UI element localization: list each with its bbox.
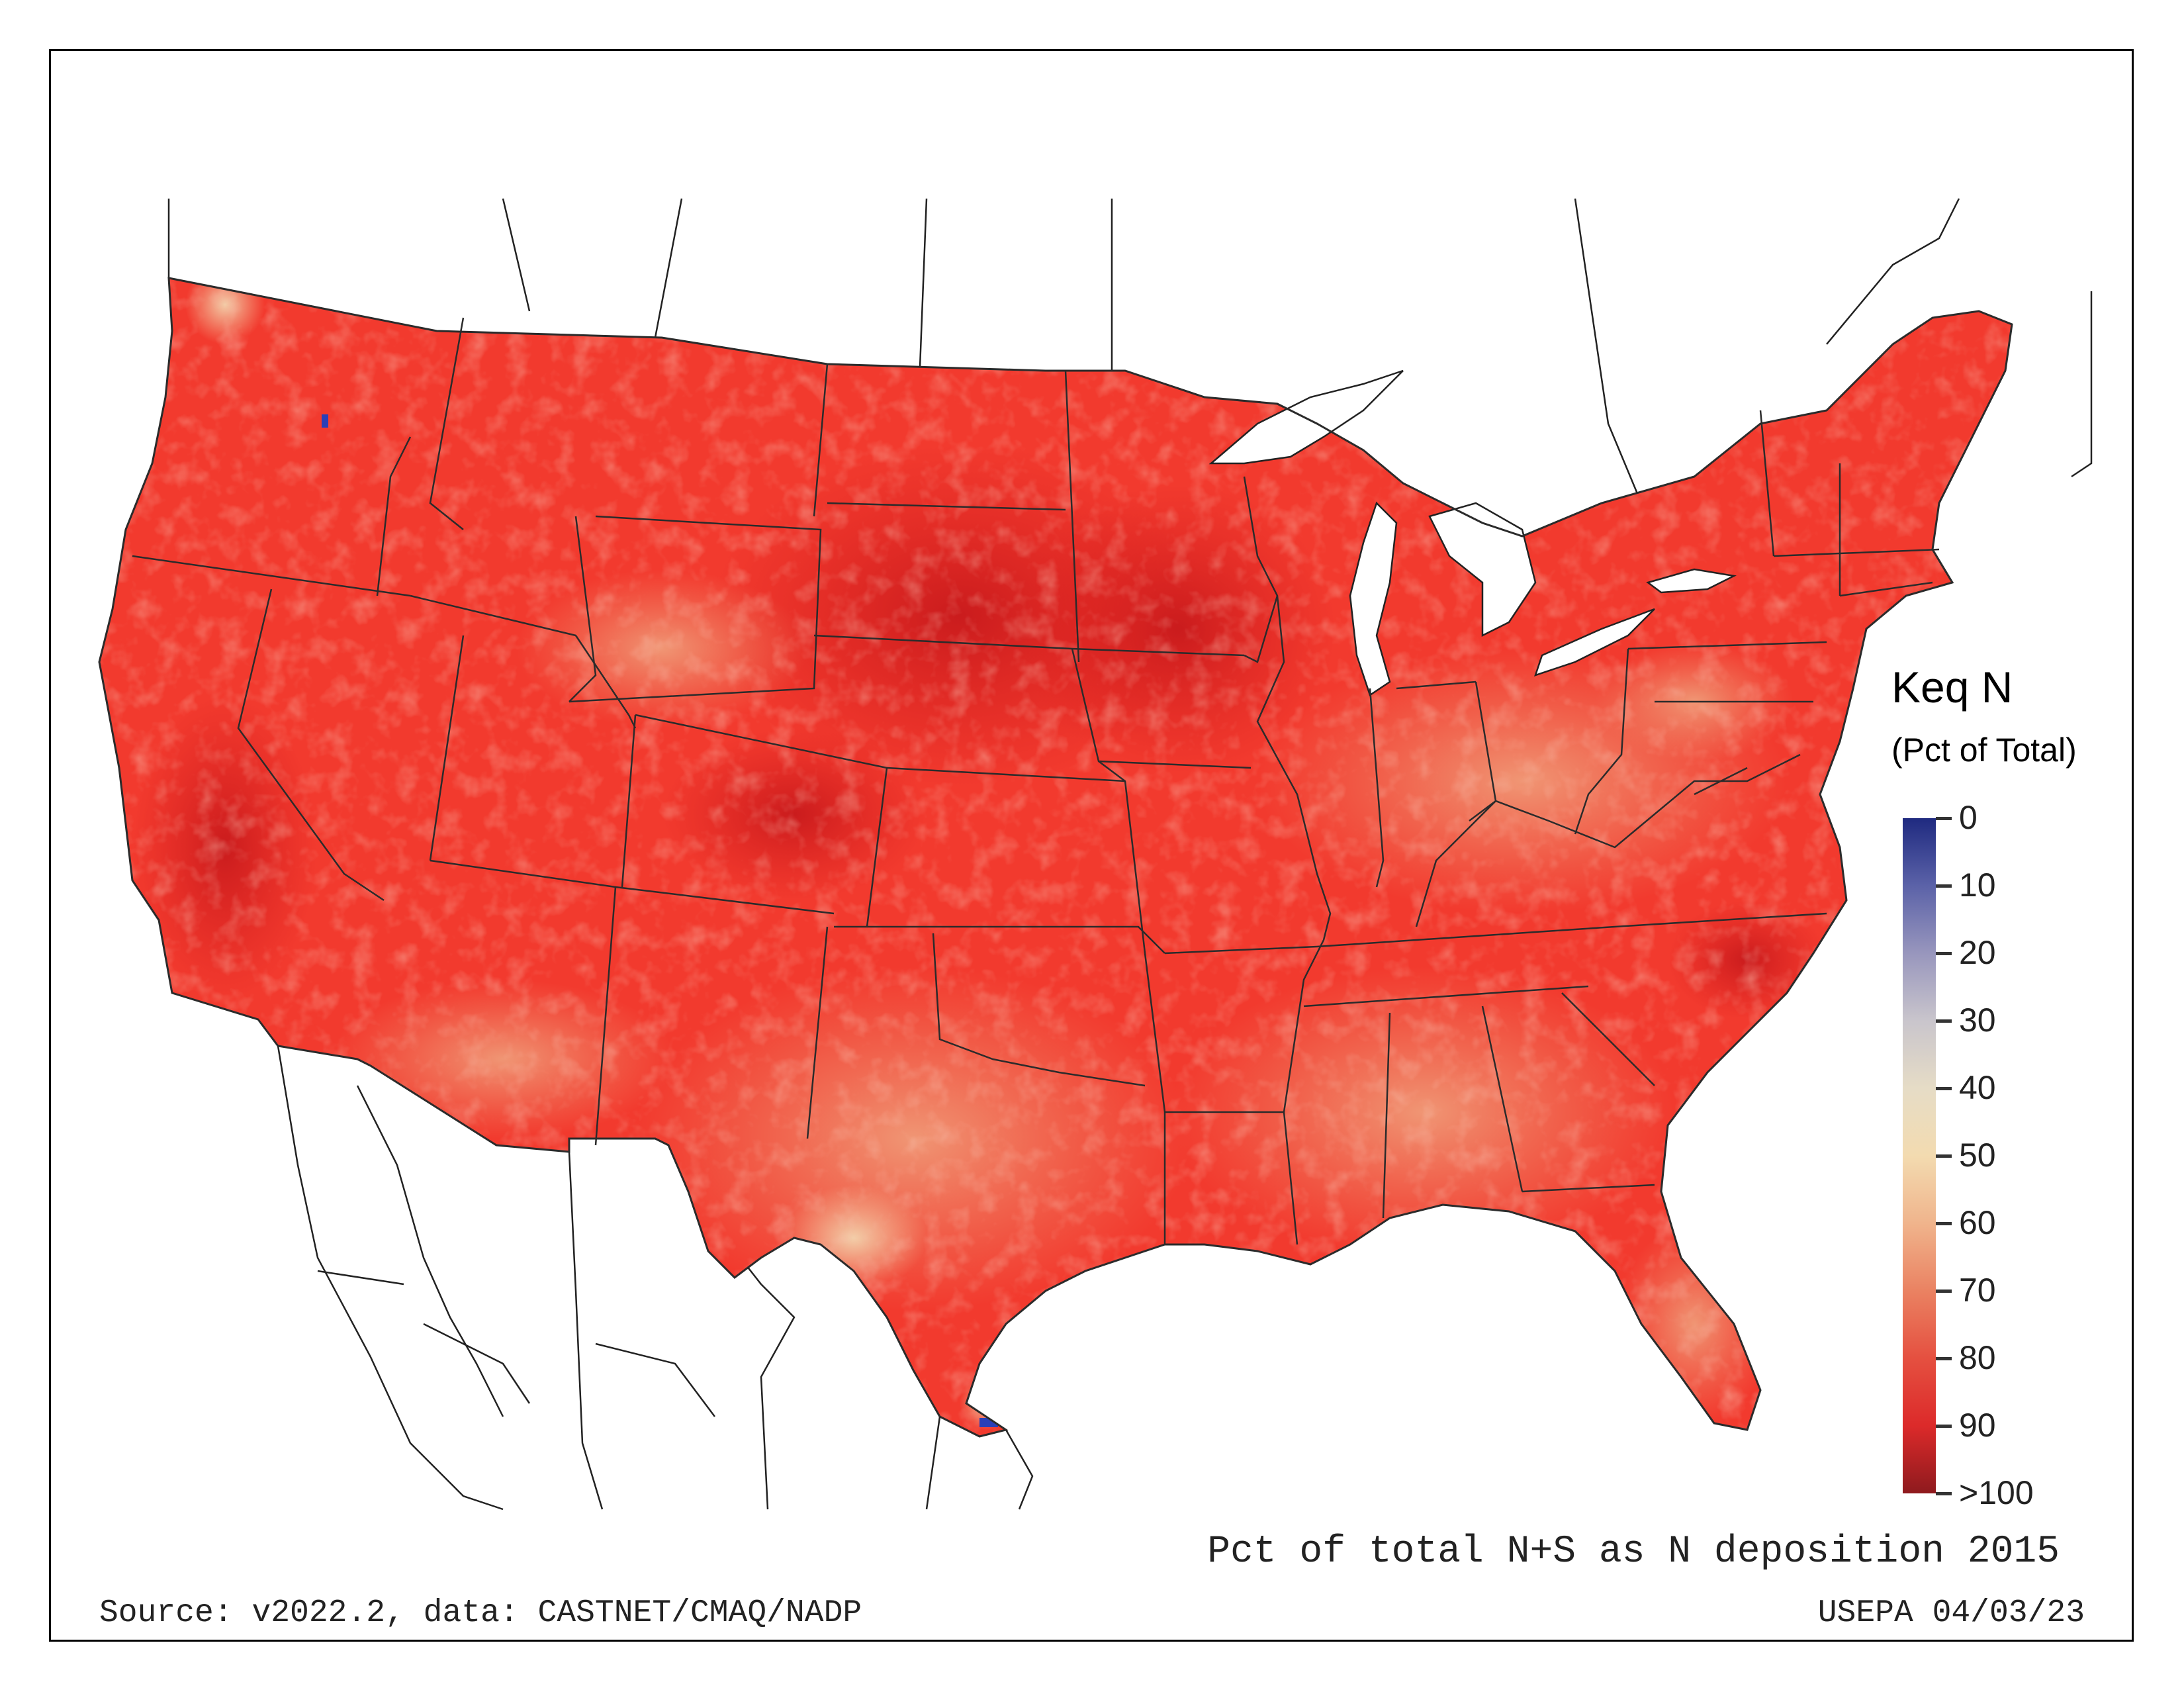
great-lakes: [1208, 369, 1737, 696]
lake-huron: [1428, 502, 1537, 637]
legend-tick-label: >100: [1959, 1474, 2034, 1511]
legend-tick: [1936, 1019, 1952, 1023]
agency-caption: USEPA 04/03/23: [1817, 1595, 2085, 1631]
legend-tick-label: 80: [1959, 1339, 1996, 1376]
legend-tick-label: 90: [1959, 1407, 1996, 1444]
legend-tick-label: 30: [1959, 1002, 1996, 1039]
legend-tick: [1936, 1492, 1952, 1495]
legend-tick: [1936, 1425, 1952, 1428]
blue-cell-columbia: [322, 414, 328, 428]
legend-title: Keq N: [1891, 663, 2013, 712]
legend-tick: [1936, 817, 1952, 820]
legend-tick: [1936, 1357, 1952, 1360]
state-boundaries: [132, 317, 1940, 1245]
legend-tick: [1936, 1087, 1952, 1090]
legend-tick-label: 70: [1959, 1272, 1996, 1309]
legend-tick-label: 0: [1959, 799, 1978, 836]
legend-tick: [1936, 1154, 1952, 1158]
legend-tick: [1936, 884, 1952, 888]
legend-tick-label: 10: [1959, 867, 1996, 904]
legend-tick-label: 50: [1959, 1137, 1996, 1174]
source-caption: Source: v2022.2, data: CASTNET/CMAQ/NADP: [99, 1595, 862, 1631]
lake-erie: [1534, 608, 1655, 677]
legend-subtitle: (Pct of Total): [1891, 731, 2077, 769]
map-caption: Pct of total N+S as N deposition 2015: [1207, 1530, 2060, 1573]
lake-ontario: [1646, 568, 1737, 594]
legend-colorbar: [1903, 818, 1936, 1493]
legend-tick-label: 40: [1959, 1069, 1996, 1106]
map-frame: [49, 49, 2134, 1642]
legend-tick-label: 20: [1959, 934, 1996, 971]
legend-tick: [1936, 1289, 1952, 1293]
lake-superior: [1208, 369, 1404, 465]
legend-tick-label: 60: [1959, 1204, 1996, 1241]
lake-michigan: [1349, 501, 1398, 696]
legend-tick: [1936, 952, 1952, 955]
legend-tick: [1936, 1222, 1952, 1225]
